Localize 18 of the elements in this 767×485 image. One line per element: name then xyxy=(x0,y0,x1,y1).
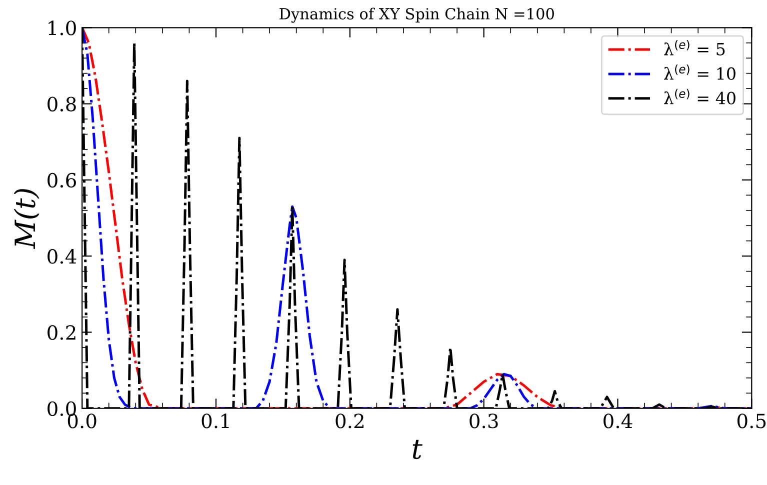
y-tick-label: 1.0 xyxy=(48,20,76,36)
y-tick-label: 0.0 xyxy=(48,401,76,416)
legend-label: λ$^{(e)}$ = 10 xyxy=(664,64,736,80)
x-tick-label: 0.3 xyxy=(470,414,498,428)
legend-label: λ$^{(e)}$ = 5 xyxy=(664,40,725,56)
x-tick-label: 0.0 xyxy=(68,414,96,428)
y-tick-label: 0.8 xyxy=(48,96,76,112)
chart-title: Dynamics of XY Spin Chain N =100 xyxy=(280,8,554,23)
y-axis-title: M(t) xyxy=(14,189,40,250)
y-tick-label: 0.2 xyxy=(48,325,76,340)
y-tick-label: 0.6 xyxy=(48,172,76,188)
x-tick-label: 0.1 xyxy=(202,414,229,428)
x-tick-label: 0.4 xyxy=(604,414,632,428)
x-tick-label: 0.5 xyxy=(737,414,766,428)
x-axis-title: t xyxy=(412,440,422,460)
x-tick-label: 0.2 xyxy=(336,414,364,428)
legend-label: λ$^{(e)}$ = 40 xyxy=(664,88,736,104)
y-tick-label: 0.4 xyxy=(48,249,76,264)
